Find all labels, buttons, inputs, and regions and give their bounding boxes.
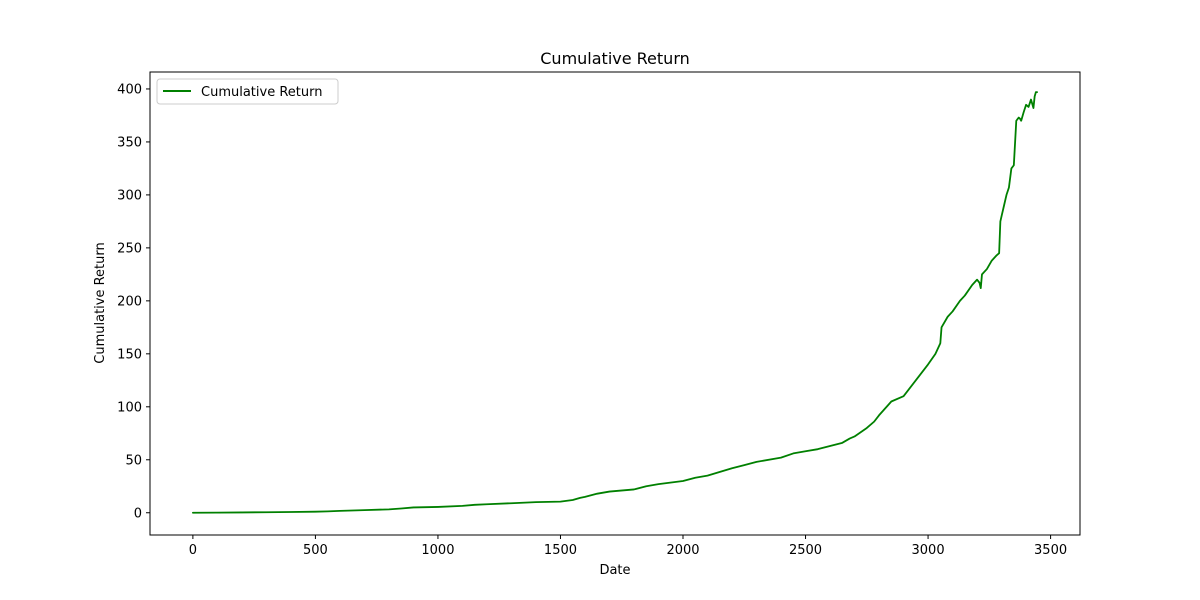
x-tick-label: 3500 — [1034, 543, 1067, 558]
y-tick-label: 100 — [117, 400, 142, 415]
x-axis-label: Date — [599, 563, 630, 578]
x-tick-label: 1500 — [544, 543, 577, 558]
legend-label: Cumulative Return — [201, 85, 322, 100]
y-tick-label: 0 — [134, 506, 142, 521]
x-tick-label: 500 — [303, 543, 328, 558]
y-axis: 0 50 100 150 200 250 300 350 400 — [117, 82, 150, 521]
x-tick-label: 2000 — [666, 543, 699, 558]
chart-title: Cumulative Return — [540, 49, 690, 68]
y-tick-label: 200 — [117, 294, 142, 309]
x-tick-label: 3000 — [912, 543, 945, 558]
x-tick-label: 0 — [189, 543, 197, 558]
y-tick-label: 150 — [117, 347, 142, 362]
y-tick-label: 300 — [117, 188, 142, 203]
y-tick-label: 350 — [117, 135, 142, 150]
plot-frame — [149, 71, 1081, 536]
x-tick-label: 1000 — [421, 543, 454, 558]
plot-background — [150, 72, 1080, 535]
x-axis: 0 500 1000 1500 2000 2500 3000 3500 — [189, 535, 1067, 558]
series-layer — [191, 91, 1039, 514]
series-line-cumulative-return — [191, 91, 1039, 514]
y-tick-label: 50 — [125, 453, 142, 468]
x-tick-label: 2500 — [789, 543, 822, 558]
y-tick-label: 400 — [117, 82, 142, 97]
y-axis-label: Cumulative Return — [93, 242, 108, 363]
legend: Cumulative Return — [156, 78, 339, 105]
legend-box — [156, 78, 339, 105]
y-tick-label: 250 — [117, 241, 142, 256]
plot-area — [149, 71, 1081, 536]
